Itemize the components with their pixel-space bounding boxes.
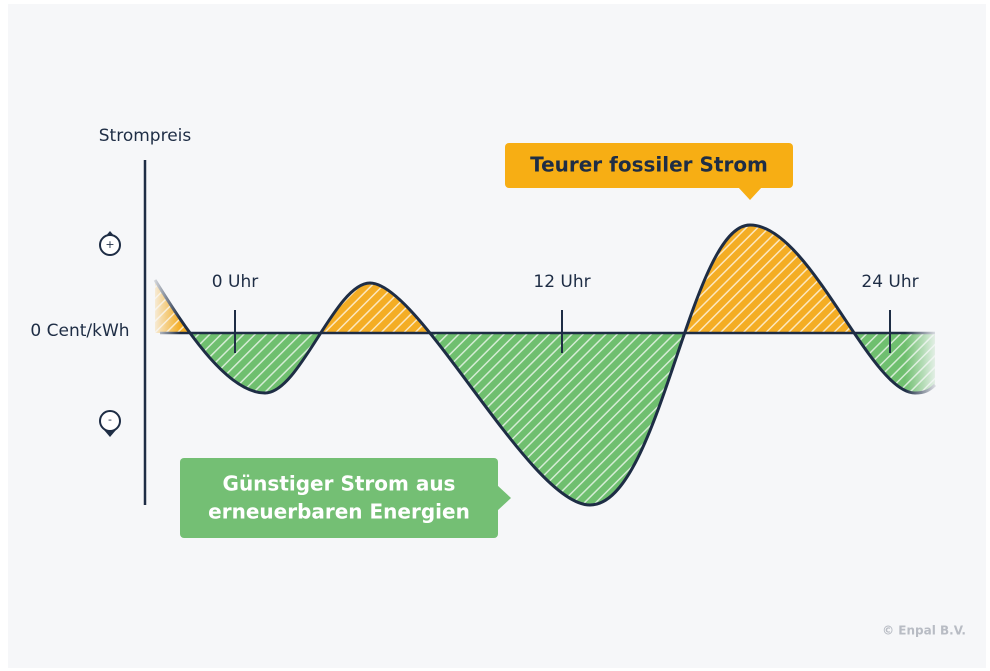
zero-label: 0 Cent/kWh xyxy=(30,321,129,341)
fade-right xyxy=(905,260,940,420)
fade-left xyxy=(150,260,180,400)
time-label: 12 Uhr xyxy=(533,272,590,292)
minus-symbol: - xyxy=(108,413,112,426)
copyright: © Enpal B.V. xyxy=(882,624,966,638)
plus-symbol: + xyxy=(105,238,114,251)
time-label: 24 Uhr xyxy=(861,272,918,292)
axis-label: Strompreis xyxy=(99,126,192,146)
callout-expensive: Teurer fossiler Strom xyxy=(505,143,793,200)
callout-text: Günstiger Strom aus xyxy=(223,472,456,496)
callout-text: erneuerbaren Energien xyxy=(208,500,470,524)
price-curve xyxy=(153,223,937,507)
plus-icon: + xyxy=(99,231,121,256)
minus-icon: - xyxy=(99,410,121,437)
callout-cheap: Günstiger Strom aus erneuerbaren Energie… xyxy=(180,458,511,538)
callout-text: Teurer fossiler Strom xyxy=(530,153,768,177)
time-label: 0 Uhr xyxy=(212,272,258,292)
